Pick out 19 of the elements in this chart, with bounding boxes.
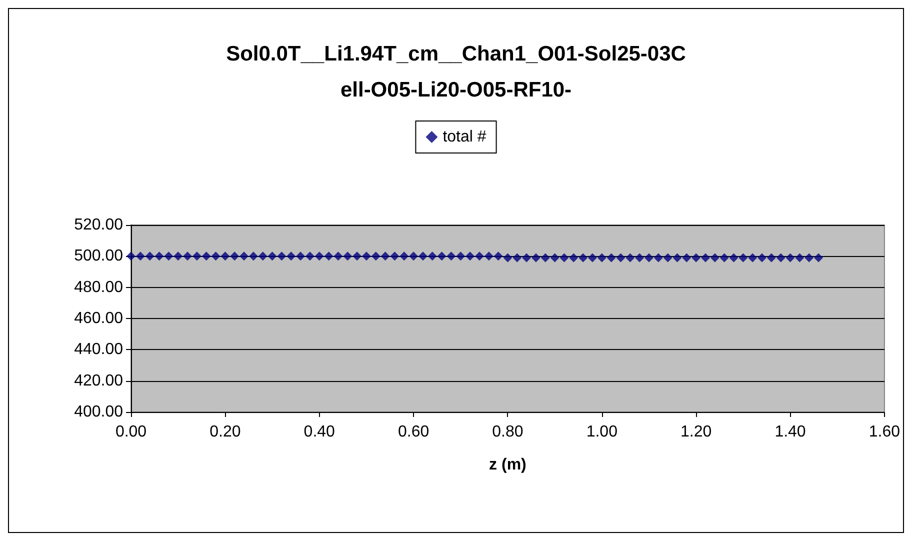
- x-tick-label: 0.80: [492, 424, 524, 440]
- x-tick-label: 0.40: [304, 424, 336, 440]
- x-tick-label: 1.20: [680, 424, 712, 440]
- legend-label: total #: [442, 128, 486, 146]
- x-tick-label: 1.40: [774, 424, 806, 440]
- y-tick-label: 420.00: [74, 372, 124, 390]
- y-tick-label: 480.00: [74, 278, 124, 296]
- chart-title: Sol0.0T__Li1.94T_cm__Chan1_O01-Sol25-03Cell-O05-Li20-O05-RF10-: [226, 42, 686, 102]
- y-tick-label: 500.00: [74, 248, 124, 265]
- x-tick-label: 0.60: [398, 424, 430, 440]
- x-tick-label: 0.20: [210, 424, 241, 440]
- y-tick-label: 520.00: [74, 216, 124, 234]
- y-tick-label: 400.00: [74, 404, 124, 420]
- y-tick-label: 460.00: [74, 310, 124, 327]
- y-tick-label: 440.00: [74, 341, 124, 358]
- x-tick-label: 1.00: [586, 424, 618, 440]
- x-tick-label: 0.00: [115, 424, 147, 440]
- x-axis-title: z (m): [489, 456, 526, 474]
- x-tick-label: 1.60: [868, 424, 900, 440]
